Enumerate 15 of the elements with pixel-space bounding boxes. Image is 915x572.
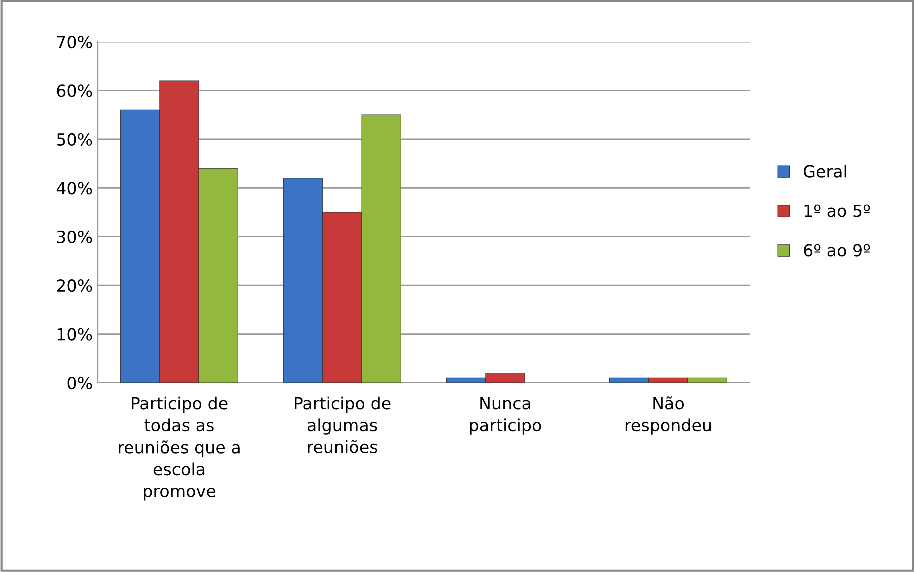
y-tick-label: 0%	[68, 376, 92, 390]
y-tick-label: 70%	[57, 36, 92, 49]
x-tick-label: Participo de algumas reuniões	[295, 396, 391, 454]
y-tick-label: 20%	[57, 280, 92, 292]
y-tick-label: 50%	[57, 133, 92, 146]
y-tick-label: 60%	[57, 84, 92, 98]
y-tick-label: 30%	[57, 230, 92, 244]
x-tick-label: Não respondeu	[626, 396, 712, 435]
legend-label: 1º ao 5º	[804, 204, 870, 218]
y-tick-label: 40%	[56, 182, 92, 195]
legend-label: Geral	[804, 164, 846, 178]
legend-label: 6º ao 9º	[804, 244, 870, 257]
y-tick-label: 10%	[58, 328, 92, 341]
x-tick-label: Nunca participo	[470, 397, 542, 435]
x-tick-label: Participo de todas as reuniões que a escola promove	[119, 396, 240, 501]
